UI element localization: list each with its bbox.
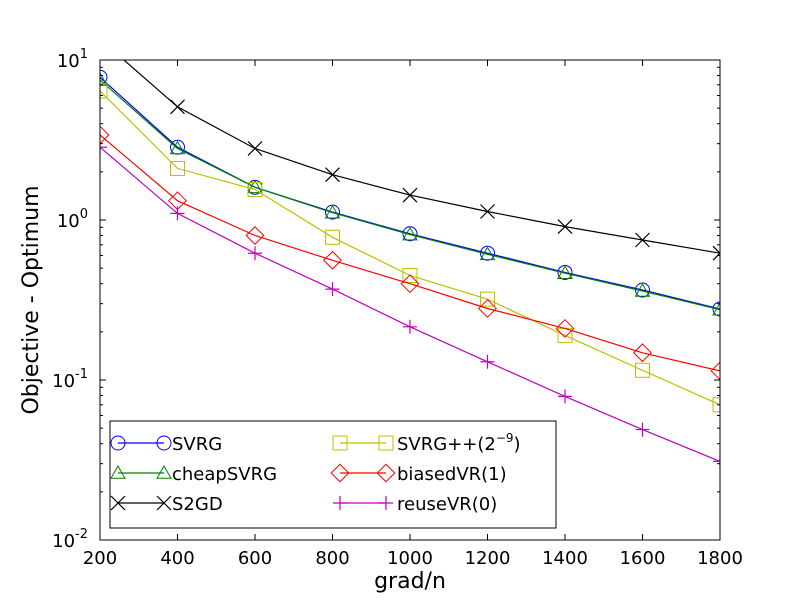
x-tick-label: 1200 [465,548,511,569]
data-point [170,139,185,155]
data-point [170,206,185,221]
x-tick-label: 1400 [542,548,588,569]
data-point [635,232,650,248]
legend-item: S2GD [110,494,223,515]
legend-marker [110,464,126,479]
y-tick-label: 101 [57,47,88,72]
series-2 [93,32,720,261]
legend-label: SVRG [172,434,222,455]
legend-marker [376,463,396,483]
x-axis-label: grad/n [374,569,446,594]
data-point [712,301,720,316]
data-point [245,226,265,245]
y-tick-label: 100 [57,207,88,232]
data-point [555,318,575,338]
series-line-0 [100,76,720,310]
series-1 [100,71,720,316]
x-tick-label: 1000 [387,548,433,569]
data-point [323,250,342,270]
legend-item: biasedVR(1) [330,463,507,485]
legend-item: SVRG [110,434,222,455]
legend-marker [156,464,172,479]
data-point [100,83,108,99]
legend-marker [332,435,348,451]
legend: SVRG cheapSVRG S2GD SVRG++(2−9) biasedVR(1) r… [109,420,557,529]
series-layer [93,32,720,469]
data-point [248,246,262,261]
data-point [480,245,495,261]
y-axis: 101 100 10-1 10-2 [52,47,720,552]
data-point [558,389,572,404]
legend-marker [110,435,126,451]
y-tick-label: 10-1 [52,367,88,392]
legend-label: cheapSVRG [172,464,277,485]
data-point [400,274,420,294]
data-point [478,298,497,318]
x-tick-label: 1600 [620,548,666,569]
data-point [325,282,340,297]
legend-item: SVRG++(2−9) [332,431,521,455]
data-point [100,69,108,85]
series-5 [100,140,720,469]
data-point [325,167,340,183]
legend-marker [156,435,172,451]
legend-marker [379,496,393,510]
data-point [635,362,650,378]
data-point [635,422,650,437]
data-point [557,265,573,279]
legend-label: biasedVR(1) [397,464,507,485]
data-point [247,179,263,194]
data-point [712,245,720,261]
data-point [170,99,185,115]
data-point [247,182,263,198]
legend-label: reuseVR(0) [397,494,497,515]
legend-item: cheapSVRG [110,464,277,485]
data-point [402,187,418,203]
data-point [480,291,495,307]
data-point [480,354,495,369]
legend-marker [330,463,350,483]
legend-item: reuseVR(0) [333,494,497,515]
x-tick-label: 800 [315,548,349,569]
data-point [93,32,107,46]
y-axis-label: Objective - Optimum [19,185,44,414]
x-tick-label: 600 [238,548,272,569]
x-tick-label: 200 [83,548,117,569]
data-point [633,343,652,363]
x-axis: 200 400 600 800 1000 1200 1400 1600 1800 [83,60,743,569]
series-4 [100,125,720,381]
data-point [479,246,496,261]
data-point [557,219,573,234]
legend-marker [333,496,347,510]
legend-label: SVRG++(2−9) [397,431,521,455]
series-0 [100,69,720,317]
data-point [712,397,720,413]
legend-label: S2GD [172,494,223,515]
x-tick-label: 400 [160,548,194,569]
data-point [634,282,651,297]
legend-marker [378,435,394,451]
legend-marker [110,495,126,511]
data-point [403,319,417,334]
data-point [324,204,341,219]
data-point [169,140,186,155]
data-point [100,125,110,145]
data-point [710,361,720,381]
x-tick-label: 1800 [697,548,743,569]
y-tick-label: 10-2 [52,527,88,552]
data-point [402,226,418,241]
legend-marker [156,495,172,511]
series-line-1 [100,79,720,311]
series-line-4 [100,134,720,372]
data-point [100,71,108,86]
data-point [247,141,263,156]
data-point [170,160,185,176]
data-point [325,229,340,245]
data-point [402,267,418,283]
data-point [713,454,720,469]
data-point [100,140,107,155]
data-point [480,204,495,219]
data-point [712,301,720,317]
